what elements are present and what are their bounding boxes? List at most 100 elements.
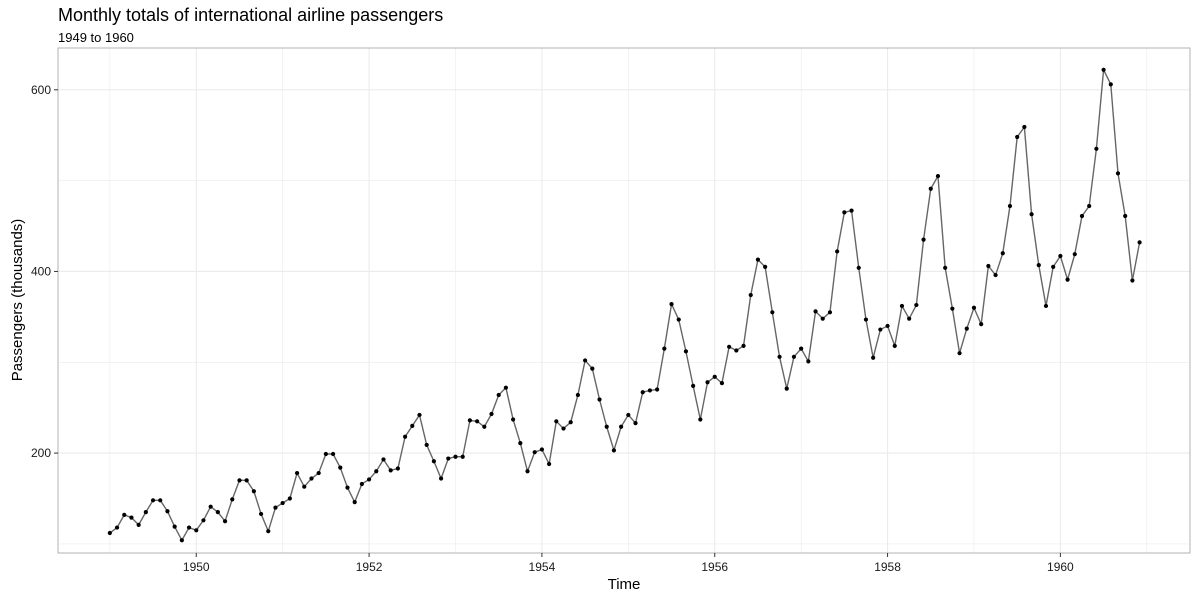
data-point: [158, 498, 163, 503]
data-point: [410, 423, 415, 428]
data-point: [114, 525, 120, 530]
x-tick-label: 1952: [356, 560, 383, 574]
data-point: [446, 456, 451, 461]
data-point: [554, 419, 559, 424]
data-point: [619, 424, 624, 429]
x-tick-label: 1950: [183, 560, 210, 574]
data-point: [1058, 253, 1063, 259]
data-point: [691, 383, 696, 388]
data-point: [222, 519, 228, 524]
data-point: [366, 477, 372, 482]
data-point: [143, 510, 148, 515]
data-point: [662, 346, 667, 351]
data-point: [1022, 124, 1027, 130]
data-point: [813, 309, 818, 314]
data-point: [179, 538, 184, 543]
data-point: [532, 450, 537, 455]
data-point: [287, 496, 292, 501]
data-point: [417, 412, 422, 418]
data-point: [251, 489, 256, 494]
data-point: [626, 412, 631, 418]
y-tick-label: 200: [31, 446, 51, 460]
data-point: [907, 316, 912, 321]
data-point: [993, 272, 998, 278]
data-point: [604, 424, 609, 429]
data-point: [388, 468, 393, 473]
data-point: [510, 417, 516, 422]
data-point: [561, 426, 566, 431]
data-points: [107, 67, 1142, 543]
data-point: [230, 497, 235, 502]
data-point: [777, 354, 782, 359]
data-point: [914, 302, 919, 308]
data-point: [835, 249, 840, 254]
data-point: [957, 351, 962, 356]
data-point: [338, 465, 343, 470]
data-point: [1000, 251, 1005, 256]
data-point: [172, 524, 177, 529]
data-point: [258, 511, 264, 517]
data-point: [309, 476, 314, 481]
data-point: [741, 343, 746, 349]
data-point: [381, 457, 386, 462]
data-point: [964, 326, 969, 331]
data-point: [244, 478, 249, 483]
data-point: [280, 500, 285, 506]
data-point: [323, 451, 328, 457]
data-point: [438, 476, 444, 481]
data-point: [1065, 277, 1070, 282]
data-point: [842, 210, 847, 215]
data-point: [136, 522, 141, 527]
data-point: [676, 317, 681, 322]
data-point: [1072, 252, 1077, 257]
grid: [58, 48, 1190, 553]
data-point: [943, 265, 948, 270]
data-point: [496, 392, 501, 398]
data-point: [611, 448, 617, 453]
data-point: [352, 500, 357, 505]
data-point: [820, 316, 825, 321]
panel-border: [57, 47, 1191, 554]
data-point: [345, 485, 350, 490]
data-point: [1101, 67, 1106, 72]
chart-subtitle: 1949 to 1960: [58, 30, 134, 45]
data-point: [763, 264, 768, 269]
data-point: [885, 323, 890, 329]
data-point: [871, 355, 876, 360]
data-point: [583, 358, 588, 363]
data-point: [892, 343, 897, 349]
data-point: [1079, 213, 1085, 219]
data-point: [748, 292, 753, 298]
data-point: [597, 397, 602, 402]
data-point: [784, 386, 789, 391]
data-point: [1137, 240, 1142, 245]
y-axis-title: Passengers (thousands): [9, 219, 26, 382]
data-point: [1123, 213, 1128, 219]
data-point: [799, 346, 804, 351]
axes: 1950 1952 1954 1956 1958 1960 200 400 600: [31, 83, 1074, 574]
data-point: [935, 173, 941, 179]
data-point: [525, 469, 530, 474]
data-point: [1115, 171, 1121, 176]
x-tick-label: 1954: [529, 560, 556, 574]
data-point: [683, 349, 689, 354]
data-point: [1015, 134, 1020, 140]
x-axis-title: Time: [608, 576, 641, 593]
data-point: [827, 310, 833, 315]
data-point: [194, 528, 199, 533]
data-point: [719, 381, 725, 386]
data-point: [986, 263, 991, 269]
data-point: [186, 525, 192, 530]
data-point: [402, 434, 408, 439]
data-point: [395, 466, 400, 471]
data-point: [849, 208, 854, 213]
data-point: [1007, 203, 1013, 209]
data-point: [647, 388, 653, 393]
x-tick-label: 1960: [1047, 560, 1074, 574]
data-point: [727, 344, 732, 349]
data-point: [575, 392, 581, 398]
data-point: [475, 419, 480, 424]
data-point: [878, 327, 883, 332]
data-point: [129, 515, 134, 520]
